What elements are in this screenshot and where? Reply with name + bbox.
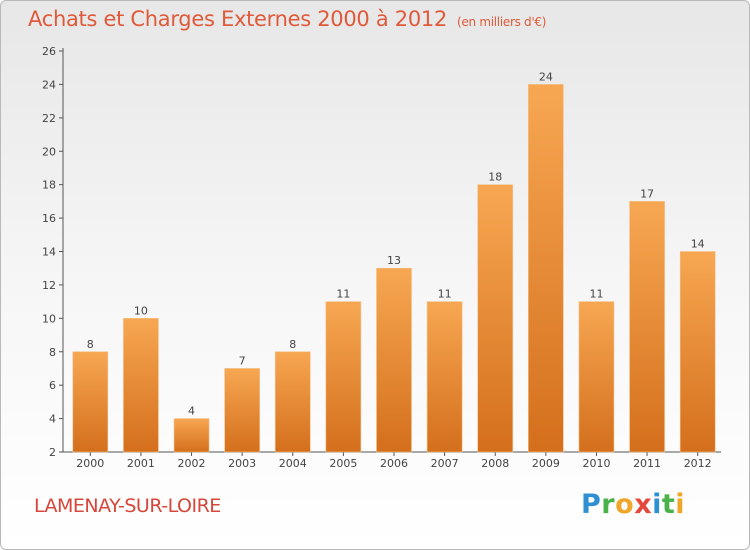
bar-2010 <box>578 301 615 453</box>
y-tick-label: 24 <box>42 78 56 91</box>
bar-2012 <box>679 251 716 453</box>
data-label-2006: 13 <box>387 254 401 267</box>
bar-2003 <box>224 368 260 453</box>
proxiti-logo: Proxiti <box>581 489 686 520</box>
data-label-2001: 10 <box>134 304 148 317</box>
data-label-2007: 11 <box>438 288 452 301</box>
bar-2006 <box>376 267 412 453</box>
city-name: LAMENAY-SUR-LOIRE <box>34 495 221 517</box>
y-tick-label: 20 <box>42 145 56 158</box>
x-tick-label-2011: 2011 <box>633 457 661 470</box>
y-tick-label: 16 <box>42 212 56 225</box>
data-label-2008: 18 <box>488 171 502 184</box>
chart-unit: (en milliers d'€) <box>457 15 547 29</box>
data-label-2011: 17 <box>640 187 654 200</box>
data-label-2003: 7 <box>239 354 246 367</box>
x-tick-label-2001: 2001 <box>127 457 155 470</box>
data-label-2002: 4 <box>188 405 195 418</box>
x-tick-label-2004: 2004 <box>279 457 307 470</box>
y-tick-label: 14 <box>42 246 56 259</box>
bar-2004 <box>274 351 311 453</box>
x-tick-label-2008: 2008 <box>481 457 509 470</box>
bar-2008 <box>477 184 514 453</box>
x-tick-label-2002: 2002 <box>178 457 206 470</box>
y-tick-label: 12 <box>42 279 56 292</box>
data-label-2012: 14 <box>691 238 705 251</box>
bar-2011 <box>629 201 665 453</box>
bar-2001 <box>123 318 159 453</box>
data-label-2010: 11 <box>589 288 603 301</box>
y-tick-label: 8 <box>49 346 56 359</box>
y-tick-label: 2 <box>49 446 56 459</box>
x-tick-label-2000: 2000 <box>76 457 104 470</box>
bar-2007 <box>426 301 463 453</box>
y-tick-label: 22 <box>42 112 56 125</box>
data-label-2004: 8 <box>289 338 296 351</box>
bar-2005 <box>325 301 362 453</box>
x-tick-label-2003: 2003 <box>228 457 256 470</box>
x-tick-label-2006: 2006 <box>380 457 408 470</box>
y-tick-label: 4 <box>49 413 56 426</box>
data-label-2009: 24 <box>539 70 553 83</box>
chart-title: Achats et Charges Externes 2000 à 2012 (e… <box>28 7 546 31</box>
chart-title-text: Achats et Charges Externes 2000 à 2012 <box>28 7 448 31</box>
data-label-2005: 11 <box>336 288 350 301</box>
bar-2009 <box>528 84 564 453</box>
y-tick-label: 18 <box>42 179 56 192</box>
bar-2000 <box>72 351 109 453</box>
x-tick-label-2005: 2005 <box>329 457 357 470</box>
chart-bars <box>72 84 716 453</box>
data-label-2000: 8 <box>87 338 94 351</box>
x-tick-label-2009: 2009 <box>532 457 560 470</box>
y-tick-label: 26 <box>42 45 56 58</box>
x-tick-label-2012: 2012 <box>684 457 712 470</box>
y-tick-label: 6 <box>49 379 56 392</box>
y-tick-label: 10 <box>42 312 56 325</box>
x-tick-label-2007: 2007 <box>431 457 459 470</box>
chart-labels: 8 2000 10 2001 4 2002 7 2003 8 2004 11 2005 13 2006 11… <box>76 70 711 470</box>
x-tick-label-2010: 2010 <box>582 457 610 470</box>
bar-2002 <box>173 418 210 453</box>
